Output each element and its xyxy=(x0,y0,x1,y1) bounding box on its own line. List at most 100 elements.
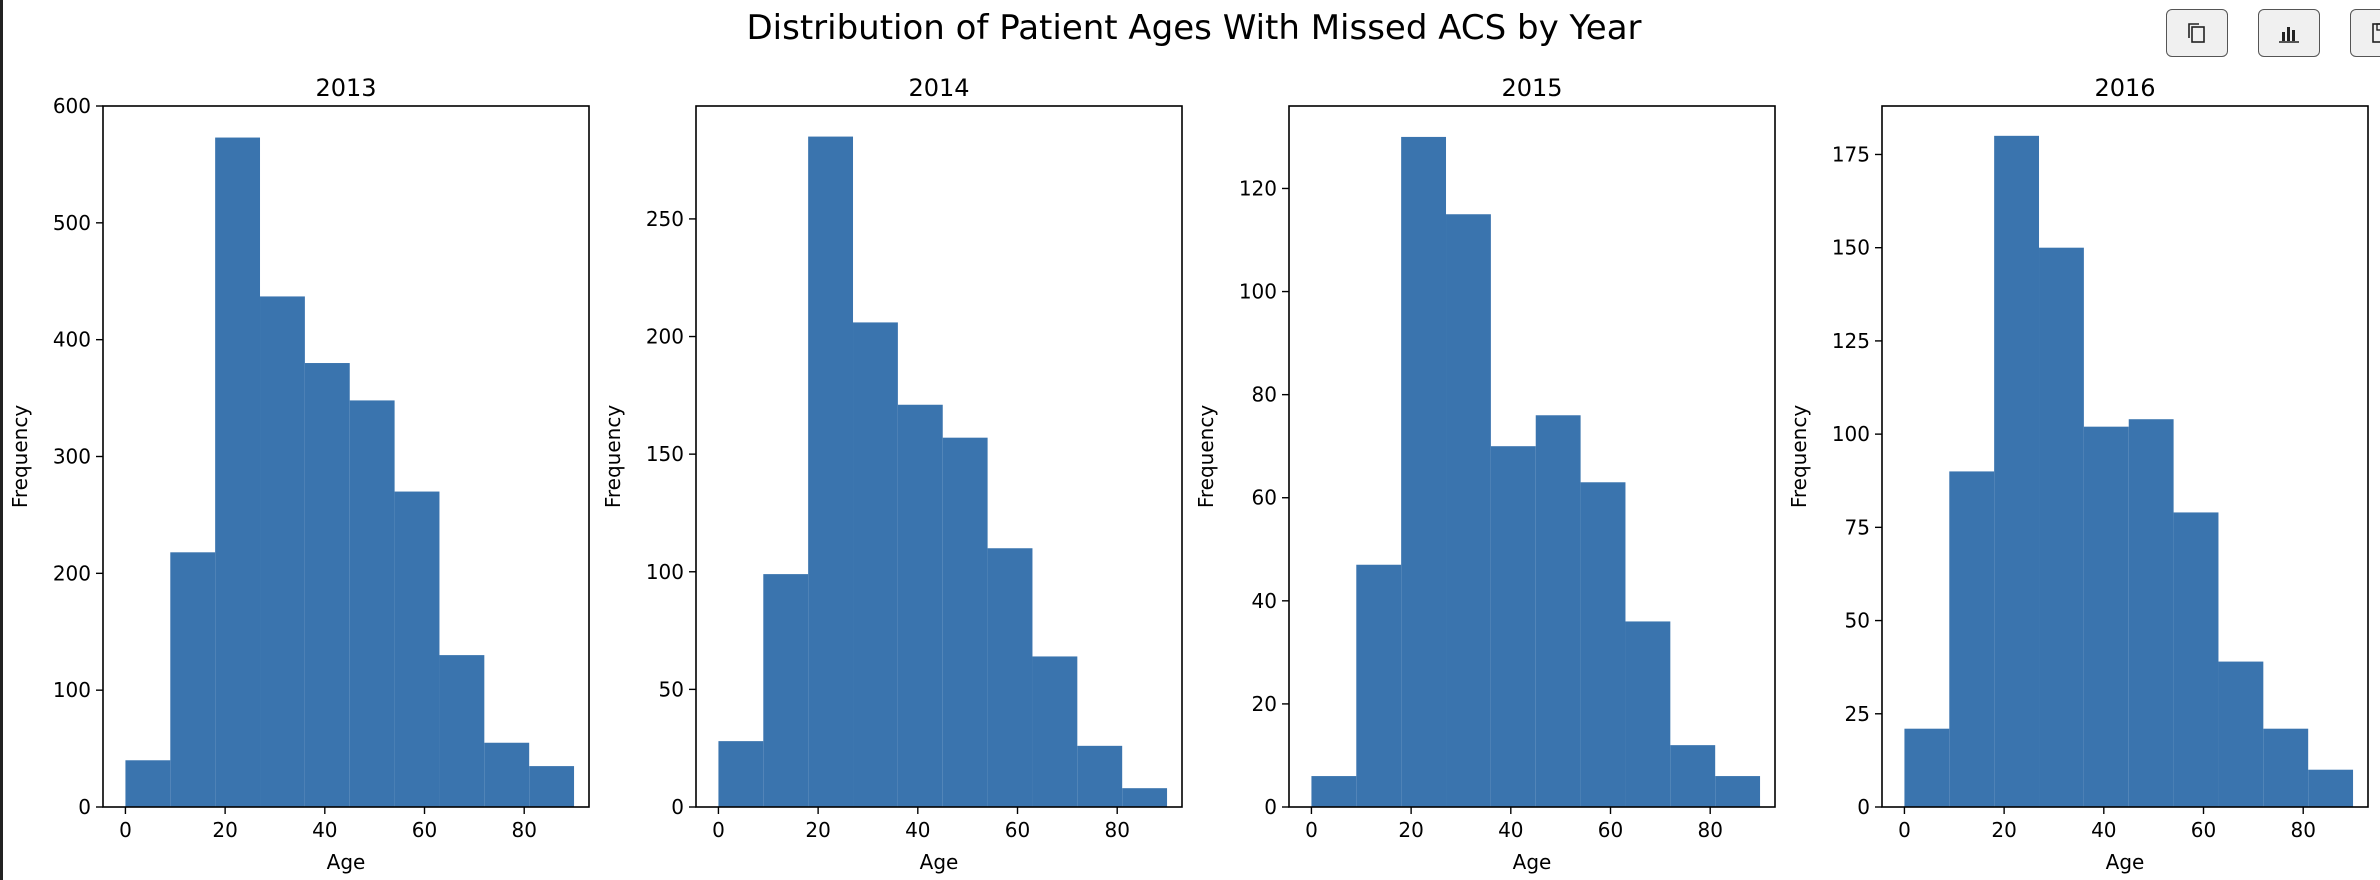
y-tick-label-2014-200: 200 xyxy=(646,325,684,349)
histogram-bar-2015-7 xyxy=(1625,621,1671,807)
histogram-bar-2014-5 xyxy=(942,437,988,807)
x-tick-label-2014-60: 60 xyxy=(1005,818,1030,842)
y-tick-label-2015-60: 60 xyxy=(1252,486,1277,510)
histogram-bar-2013-0 xyxy=(125,760,171,807)
x-tick-label-2015-20: 20 xyxy=(1398,818,1423,842)
histogram-bar-2013-8 xyxy=(484,742,530,807)
histogram-bar-2014-8 xyxy=(1077,745,1123,807)
histogram-bar-2014-2 xyxy=(808,136,854,807)
y-axis-label-2016: Frequency xyxy=(1787,405,1811,508)
x-axis-label-2013: Age xyxy=(327,850,366,874)
histogram-bar-2016-5 xyxy=(2128,419,2174,807)
x-tick-label-2013-40: 40 xyxy=(312,818,337,842)
plot-frame-2015 xyxy=(1288,105,1776,808)
histogram-bar-2016-4 xyxy=(2083,426,2129,807)
y-tick-label-2016-0: 0 xyxy=(1857,795,1870,819)
y-tick-label-2014-150: 150 xyxy=(646,442,684,466)
y-tick-label-2016-25: 25 xyxy=(1845,702,1870,726)
y-tick-label-2014-0: 0 xyxy=(671,795,684,819)
y-tick-label-2015-40: 40 xyxy=(1252,589,1277,613)
histogram-bar-2016-7 xyxy=(2218,661,2264,807)
y-tick-label-2013-0: 0 xyxy=(78,795,91,819)
histogram-bar-2014-0 xyxy=(718,741,764,807)
x-tick-label-2015-60: 60 xyxy=(1598,818,1623,842)
x-tick-label-2014-0: 0 xyxy=(712,818,725,842)
y-tick-label-2014-250: 250 xyxy=(646,207,684,231)
histogram-bar-2014-4 xyxy=(897,404,943,807)
x-tick-label-2013-20: 20 xyxy=(212,818,237,842)
subplot-title-2016: 2016 xyxy=(2094,74,2155,102)
histogram-bar-2013-3 xyxy=(260,296,305,807)
histogram-bar-2016-1 xyxy=(1949,471,1995,807)
histogram-bar-2013-4 xyxy=(304,363,350,807)
x-axis-label-2014: Age xyxy=(920,850,959,874)
histogram-bar-2015-8 xyxy=(1670,745,1716,807)
histogram-bar-2015-0 xyxy=(1311,776,1357,807)
copy-icon xyxy=(2188,23,2205,43)
histogram-bar-2013-2 xyxy=(215,137,261,808)
histogram-bar-2015-9 xyxy=(1715,776,1761,807)
plot-frame-2016 xyxy=(1881,105,2369,808)
histogram-bar-2013-5 xyxy=(349,400,395,807)
x-tick-label-2013-60: 60 xyxy=(412,818,437,842)
histogram-bar-2015-4 xyxy=(1490,446,1536,807)
x-tick-label-2013-0: 0 xyxy=(119,818,132,842)
y-tick-label-2016-50: 50 xyxy=(1845,609,1870,633)
x-tick-label-2014-40: 40 xyxy=(905,818,930,842)
y-tick-label-2014-100: 100 xyxy=(646,560,684,584)
histogram-bar-2013-1 xyxy=(170,552,216,807)
x-axis-label-2015: Age xyxy=(1513,850,1552,874)
x-tick-label-2013-80: 80 xyxy=(511,818,536,842)
x-tick-label-2015-80: 80 xyxy=(1697,818,1722,842)
save-icon xyxy=(2372,23,2380,43)
y-tick-label-2013-200: 200 xyxy=(53,561,91,585)
y-tick-label-2016-100: 100 xyxy=(1832,422,1870,446)
histogram-bar-2013-7 xyxy=(439,655,485,807)
y-tick-label-2015-120: 120 xyxy=(1239,176,1277,200)
histogram-bar-2014-7 xyxy=(1032,656,1078,807)
copy-button[interactable] xyxy=(2166,9,2228,57)
histogram-bar-2015-6 xyxy=(1580,482,1626,807)
x-tick-label-2014-80: 80 xyxy=(1104,818,1129,842)
histogram-bar-2013-9 xyxy=(529,766,575,807)
x-axis-label-2016: Age xyxy=(2106,850,2145,874)
histogram-bar-2014-6 xyxy=(987,548,1033,807)
y-tick-label-2013-600: 600 xyxy=(53,94,91,118)
y-tick-label-2015-100: 100 xyxy=(1239,280,1277,304)
y-tick-label-2015-80: 80 xyxy=(1252,383,1277,407)
y-tick-label-2015-20: 20 xyxy=(1252,692,1277,716)
x-tick-label-2014-20: 20 xyxy=(805,818,830,842)
subplot-title-2014: 2014 xyxy=(908,74,969,102)
histogram-bar-2015-2 xyxy=(1401,136,1447,808)
y-tick-label-2016-75: 75 xyxy=(1845,515,1870,539)
x-tick-label-2015-0: 0 xyxy=(1305,818,1318,842)
histogram-bar-2015-5 xyxy=(1535,415,1581,807)
histogram-bar-2016-3 xyxy=(2039,247,2084,808)
histogram-bar-2014-9 xyxy=(1122,788,1168,807)
y-tick-label-2016-175: 175 xyxy=(1832,142,1870,166)
histogram-bar-2013-6 xyxy=(394,491,440,807)
save-button[interactable] xyxy=(2350,9,2380,57)
y-axis-label-2014: Frequency xyxy=(601,405,625,508)
y-tick-label-2015-0: 0 xyxy=(1264,795,1277,819)
y-tick-label-2013-100: 100 xyxy=(53,678,91,702)
x-tick-label-2016-0: 0 xyxy=(1898,818,1911,842)
window-left-border xyxy=(0,0,3,880)
plot-frame-2014 xyxy=(695,105,1183,808)
y-tick-label-2014-50: 50 xyxy=(659,677,684,701)
y-axis-label-2013: Frequency xyxy=(8,405,32,508)
subplot-title-2013: 2013 xyxy=(315,74,376,102)
x-tick-label-2016-60: 60 xyxy=(2191,818,2216,842)
histogram-bar-2014-3 xyxy=(853,322,898,807)
chart-view-button[interactable] xyxy=(2258,9,2320,57)
histogram-bar-2016-6 xyxy=(2173,512,2219,807)
x-tick-label-2016-80: 80 xyxy=(2290,818,2315,842)
x-tick-label-2016-20: 20 xyxy=(1991,818,2016,842)
histogram-bar-2016-8 xyxy=(2263,728,2309,807)
figure-title: Distribution of Patient Ages With Missed… xyxy=(746,8,1641,48)
y-axis-label-2015: Frequency xyxy=(1194,405,1218,508)
x-tick-label-2015-40: 40 xyxy=(1498,818,1523,842)
y-tick-label-2013-300: 300 xyxy=(53,445,91,469)
y-tick-label-2013-500: 500 xyxy=(53,211,91,235)
